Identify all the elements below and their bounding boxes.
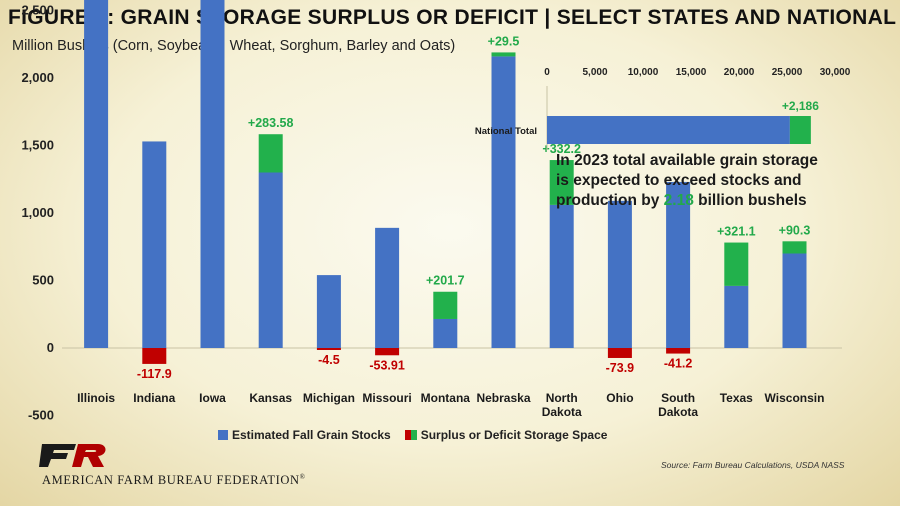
legend-item-stocks: Estimated Fall Grain Stocks — [218, 428, 391, 442]
bar-stocks — [142, 141, 167, 348]
x-category-label: Iowa — [199, 391, 226, 405]
note-line-2: is expected to exceed stocks and — [556, 172, 802, 189]
chart-subtitle: Million Bushels (Corn, Soybeans, Wheat, … — [12, 38, 456, 54]
data-label: -41.2 — [664, 357, 693, 371]
inset-x-tick-label: 5,000 — [582, 67, 607, 78]
bar-surplus — [433, 291, 458, 319]
data-label: -73.9 — [606, 361, 635, 375]
inset-x-tick-label: 0 — [544, 67, 550, 78]
chart-legend: Estimated Fall Grain Stocks Surplus or D… — [218, 428, 621, 442]
x-category-label: Missouri — [362, 391, 411, 405]
note-line-3-pre: production by — [556, 192, 660, 209]
bar-stocks — [375, 227, 400, 348]
x-category-label: Texas — [720, 391, 753, 405]
data-label: -53.91 — [369, 358, 404, 372]
inset-category-label: National Total — [475, 126, 537, 137]
page-title: FIGURE 3: GRAIN STORAGE SURPLUS OR DEFIC… — [8, 6, 897, 29]
data-label: -117.9 — [137, 367, 172, 381]
inset-x-tick-label: 25,000 — [772, 67, 803, 78]
y-tick-label: 2,000 — [21, 70, 54, 85]
note-line-3-post: billion bushels — [698, 192, 807, 209]
bar-stocks — [316, 275, 341, 348]
y-tick-label: 0 — [47, 340, 54, 355]
legend-swatch-space-green — [410, 430, 417, 440]
inset-x-tick-label: 20,000 — [724, 67, 755, 78]
data-label: -4.5 — [318, 353, 340, 367]
data-label: +283.58 — [248, 116, 294, 130]
bar-surplus — [782, 241, 807, 254]
data-label: +29.5 — [488, 34, 520, 48]
source-note: Source: Farm Bureau Calculations, USDA N… — [661, 460, 845, 470]
x-category-label: Dakota — [542, 405, 582, 419]
bar-stocks — [433, 318, 458, 348]
inset-x-tick-label: 15,000 — [676, 67, 707, 78]
org-name-text: AMERICAN FARM BUREAU FEDERATION — [42, 473, 300, 488]
bar-deficit — [316, 348, 341, 350]
bar-stocks — [607, 200, 632, 348]
bar-surplus — [549, 160, 574, 205]
inset-data-label: +2,186 — [782, 99, 819, 113]
legend-label-stocks: Estimated Fall Grain Stocks — [232, 428, 391, 442]
y-tick-label: -500 — [28, 408, 54, 423]
bar-surplus — [258, 134, 283, 173]
bar-stocks — [258, 172, 283, 348]
note-value: 2.18 — [663, 192, 694, 209]
bar-stocks — [666, 181, 691, 348]
y-tick-label: 1,500 — [21, 138, 54, 153]
legend-swatch-space — [404, 430, 411, 440]
data-label: +332.2 — [542, 142, 581, 156]
x-category-label: Wisconsin — [765, 391, 825, 405]
data-label: +201.7 — [426, 274, 465, 288]
x-category-label: Michigan — [303, 391, 355, 405]
bar-deficit — [607, 348, 632, 358]
x-category-label: Indiana — [133, 391, 175, 405]
legend-item-space: Surplus or Deficit Storage Space — [404, 428, 608, 442]
org-registered-mark: ® — [299, 473, 306, 481]
bar-stocks — [782, 253, 807, 348]
inset-x-tick-label: 10,000 — [628, 67, 659, 78]
bar-stocks — [549, 204, 574, 348]
bar-surplus — [491, 52, 516, 57]
inset-bar-surplus — [789, 116, 811, 144]
bar-stocks — [200, 0, 225, 349]
data-label: +321.1 — [717, 225, 756, 239]
legend-swatch-stocks — [218, 430, 228, 440]
x-category-label: North — [546, 391, 578, 405]
bar-deficit — [375, 348, 400, 356]
org-name: AMERICAN FARM BUREAU FEDERATION® — [42, 473, 306, 488]
bar-deficit — [142, 348, 167, 364]
x-category-label: Montana — [421, 391, 471, 405]
bar-surplus — [724, 242, 749, 286]
x-category-label: Kansas — [249, 391, 292, 405]
legend-label-space: Surplus or Deficit Storage Space — [420, 428, 608, 442]
data-label: +90.3 — [779, 223, 811, 237]
bar-deficit — [666, 348, 691, 354]
x-category-label: Illinois — [77, 391, 115, 405]
y-tick-label: 2,500 — [21, 3, 54, 18]
inset-x-tick-label: 30,000 — [820, 67, 851, 78]
x-category-label: Ohio — [606, 391, 633, 405]
y-tick-label: 1,000 — [21, 205, 54, 220]
afbf-logo-icon — [39, 444, 106, 467]
bar-stocks — [491, 56, 516, 349]
national-note: In 2023 total available grain storage is… — [556, 151, 856, 211]
x-category-label: Nebraska — [476, 391, 530, 405]
x-category-label: South — [661, 391, 695, 405]
inset-bar-stocks — [547, 116, 790, 144]
bar-stocks — [724, 285, 749, 348]
y-tick-label: 500 — [32, 273, 54, 288]
bar-stocks — [84, 0, 109, 349]
note-line-1: In 2023 total available grain storage — [556, 152, 818, 169]
x-category-label: Dakota — [658, 405, 698, 419]
